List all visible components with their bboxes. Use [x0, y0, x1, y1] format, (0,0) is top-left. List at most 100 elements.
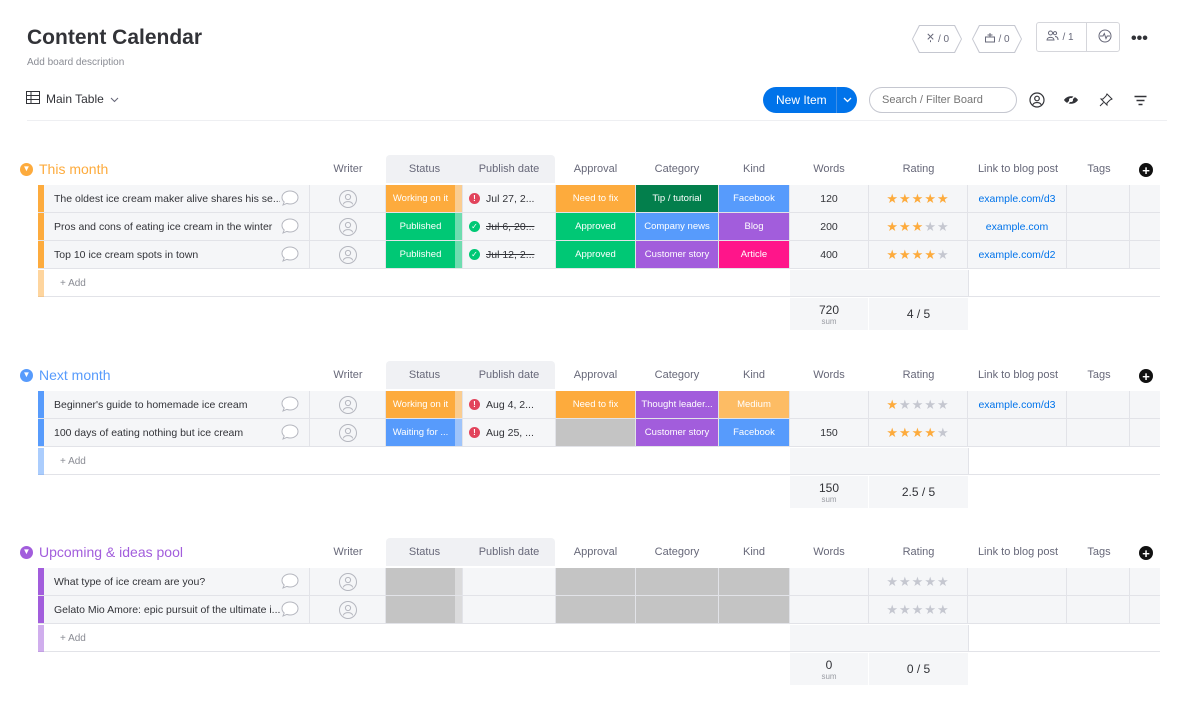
star-icon[interactable]: ★ [936, 190, 950, 206]
blog-link[interactable]: example.com/d3 [978, 398, 1056, 411]
members-button[interactable]: / 1 [1037, 30, 1083, 44]
star-icon[interactable]: ★ [936, 601, 950, 617]
add-column-icon[interactable]: + [1139, 546, 1153, 560]
kind-cell[interactable]: Medium [719, 391, 789, 418]
words-cell[interactable]: 200 [820, 220, 838, 233]
group-collapse-icon[interactable]: ▼ [20, 162, 33, 176]
tags-cell[interactable] [1067, 185, 1129, 212]
hide-columns-icon[interactable] [1061, 90, 1081, 110]
column-header-words[interactable]: Words [813, 163, 845, 175]
group-title[interactable]: ▼ Next month [20, 367, 111, 383]
status-cell[interactable]: Published [386, 241, 455, 268]
column-header-writer[interactable]: Writer [333, 546, 363, 558]
group-title[interactable]: ▼ Upcoming & ideas pool [20, 544, 183, 560]
star-icon[interactable]: ★ [924, 246, 937, 262]
group-collapse-icon[interactable]: ▼ [20, 368, 33, 382]
publish-date-cell[interactable]: ✓ Jul 6, 20... [463, 213, 555, 240]
add-column-icon[interactable]: + [1139, 369, 1153, 383]
star-icon[interactable]: ★ [886, 573, 900, 589]
writer-avatar[interactable] [339, 396, 357, 414]
item-name[interactable]: Gelato Mio Amore: epic pursuit of the ul… [54, 603, 280, 616]
words-cell[interactable]: 400 [820, 248, 838, 261]
column-header-status[interactable]: Status [408, 163, 441, 175]
star-icon[interactable]: ★ [911, 246, 925, 262]
approval-cell[interactable]: Approved [556, 213, 635, 240]
group-title-label[interactable]: Upcoming & ideas pool [39, 544, 183, 560]
rating-cell[interactable]: ★ ★ ★ ★ ★ [869, 185, 967, 212]
column-header-category[interactable]: Category [654, 546, 700, 558]
rating-cell[interactable]: ★ ★ ★ ★ ★ [869, 568, 967, 595]
activity-button[interactable] [1090, 29, 1119, 46]
new-item-button[interactable]: New Item [763, 87, 857, 113]
column-header-status[interactable]: Status [408, 369, 441, 381]
status-cell[interactable]: Published [386, 213, 455, 240]
star-icon[interactable]: ★ [899, 601, 912, 617]
blog-link[interactable]: example.com/d2 [978, 248, 1056, 261]
status-cell[interactable]: Working on it [386, 391, 455, 418]
star-icon[interactable]: ★ [886, 396, 900, 412]
table-row[interactable]: What type of ice cream are you? ★ ★ ★ ★ ★ [38, 568, 1160, 596]
item-name[interactable]: What type of ice cream are you? [54, 575, 206, 588]
publish-date-cell[interactable]: ✓ Jul 12, 2... [463, 241, 555, 268]
column-header-category[interactable]: Category [654, 163, 700, 175]
comment-bubble-icon[interactable] [281, 396, 299, 412]
integrations-button[interactable]: / 0 [972, 25, 1022, 53]
column-header-approval[interactable]: Approval [573, 546, 618, 558]
publish-date-cell[interactable]: ! Jul 27, 2... [463, 185, 555, 212]
kind-cell[interactable] [719, 596, 789, 623]
add-item-label[interactable]: + Add [60, 278, 86, 289]
publish-date-cell[interactable] [463, 568, 555, 595]
star-icon[interactable]: ★ [924, 218, 937, 234]
category-cell[interactable] [636, 568, 718, 595]
filter-icon[interactable] [1130, 90, 1150, 110]
star-icon[interactable]: ★ [899, 246, 912, 262]
column-header-link[interactable]: Link to blog post [977, 163, 1059, 175]
star-icon[interactable]: ★ [936, 573, 950, 589]
publish-date-cell[interactable] [463, 596, 555, 623]
item-name[interactable]: Beginner's guide to homemade ice cream [54, 398, 248, 411]
approval-cell[interactable] [556, 419, 635, 446]
column-header-writer[interactable]: Writer [333, 163, 363, 175]
add-item-row[interactable]: + Add [38, 448, 1160, 475]
view-tab-main-table[interactable]: Main Table [26, 91, 119, 107]
board-description[interactable]: Add board description [27, 57, 125, 68]
item-name[interactable]: 100 days of eating nothing but ice cream [54, 426, 244, 439]
star-icon[interactable]: ★ [924, 396, 937, 412]
rating-cell[interactable]: ★ ★ ★ ★ ★ [869, 391, 967, 418]
category-cell[interactable]: Tip / tutorial [636, 185, 718, 212]
star-icon[interactable]: ★ [936, 218, 950, 234]
words-cell[interactable] [790, 568, 868, 595]
tags-cell[interactable] [1067, 391, 1129, 418]
category-cell[interactable]: Thought leader... [636, 391, 718, 418]
column-header-rating[interactable]: Rating [902, 369, 935, 381]
star-icon[interactable]: ★ [911, 573, 925, 589]
tags-cell[interactable] [1067, 213, 1129, 240]
kind-cell[interactable]: Facebook [719, 185, 789, 212]
item-name[interactable]: Top 10 ice cream spots in town [54, 248, 199, 261]
writer-avatar[interactable] [339, 190, 357, 208]
table-row[interactable]: Gelato Mio Amore: epic pursuit of the ul… [38, 596, 1160, 624]
group-title-label[interactable]: This month [39, 161, 109, 177]
star-icon[interactable]: ★ [924, 573, 937, 589]
column-header-words[interactable]: Words [813, 546, 845, 558]
column-header-tags[interactable]: Tags [1087, 546, 1111, 558]
star-icon[interactable]: ★ [936, 396, 950, 412]
add-item-label[interactable]: + Add [60, 456, 86, 467]
column-header-tags[interactable]: Tags [1087, 163, 1111, 175]
column-header-publish-date[interactable]: Publish date [478, 163, 540, 175]
approval-cell[interactable]: Need to fix [556, 185, 635, 212]
chevron-down-icon[interactable] [110, 92, 119, 106]
writer-avatar[interactable] [339, 218, 357, 236]
group-collapse-icon[interactable]: ▼ [20, 545, 33, 559]
approval-cell[interactable] [556, 596, 635, 623]
column-header-rating[interactable]: Rating [902, 546, 935, 558]
publish-date-cell[interactable]: ! Aug 4, 2... [463, 391, 555, 418]
kind-cell[interactable]: Blog [719, 213, 789, 240]
column-header-writer[interactable]: Writer [333, 369, 363, 381]
table-row[interactable]: 100 days of eating nothing but ice cream… [38, 419, 1160, 447]
column-header-category[interactable]: Category [654, 369, 700, 381]
tags-cell[interactable] [1067, 596, 1129, 623]
star-icon[interactable]: ★ [899, 218, 912, 234]
star-icon[interactable]: ★ [911, 424, 925, 440]
more-menu-icon[interactable]: ••• [1131, 30, 1148, 47]
